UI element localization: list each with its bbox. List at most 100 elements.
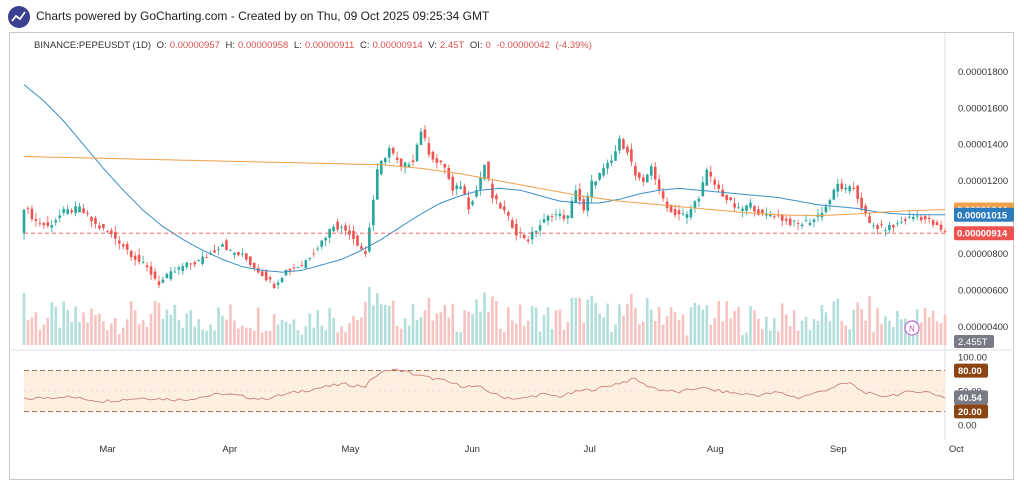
- volume-bar: [340, 326, 343, 345]
- volume-bar: [772, 318, 776, 345]
- volume-bar: [248, 327, 252, 345]
- volume-bar: [173, 304, 177, 345]
- candle-body: [86, 212, 89, 214]
- candle-body: [399, 158, 403, 167]
- candle-body: [669, 204, 673, 212]
- volume-bar: [22, 292, 26, 345]
- candle-body: [280, 277, 284, 283]
- volume-bar: [900, 319, 903, 345]
- x-tick-label: May: [342, 444, 360, 455]
- candle-body: [800, 224, 804, 227]
- volume-bar: [542, 315, 546, 345]
- candle-body: [761, 209, 764, 214]
- volume-bar: [538, 331, 542, 345]
- candle-body: [725, 194, 728, 201]
- volume-bar: [443, 304, 447, 345]
- rsi-current-marker-badge: [954, 390, 988, 405]
- candle-body: [661, 191, 665, 199]
- candle-body: [296, 267, 300, 269]
- rsi-tick-label: 0.00: [958, 421, 977, 432]
- volume-bar: [368, 287, 371, 345]
- candle-body: [316, 248, 320, 250]
- volume-bar: [510, 320, 514, 345]
- candle-body: [518, 232, 522, 234]
- candle-body: [574, 190, 578, 203]
- volume-bar: [451, 303, 455, 345]
- candle-body: [630, 149, 633, 162]
- price-tick-label: 0.00001800: [958, 67, 1008, 78]
- high-value: 0.00000958: [238, 40, 289, 51]
- volume-bar: [137, 324, 141, 345]
- candle-body: [225, 240, 228, 251]
- volume-bar: [427, 297, 431, 345]
- volume-bar: [241, 325, 244, 345]
- volume-bar: [86, 322, 89, 345]
- volume-bar: [376, 293, 379, 345]
- volume-bar: [657, 306, 661, 345]
- candle-body: [165, 273, 169, 279]
- volume-bar: [721, 321, 724, 345]
- candle-body: [229, 250, 232, 251]
- volume-bar: [399, 328, 403, 345]
- candle-body: [117, 240, 121, 244]
- volume-bar: [316, 310, 320, 345]
- candle-body: [308, 257, 312, 259]
- volume-bar: [483, 292, 486, 345]
- candle-body: [292, 267, 296, 269]
- volume-bar: [38, 329, 42, 345]
- candle-body: [189, 263, 193, 265]
- volume-bar: [503, 332, 506, 345]
- candle-body: [677, 210, 681, 215]
- candle-body: [201, 256, 204, 264]
- candle-body: [546, 215, 550, 221]
- candle-body: [848, 186, 852, 192]
- candle-body: [78, 206, 81, 213]
- candle-body: [221, 244, 224, 247]
- candle-body: [288, 268, 292, 271]
- volume-bar: [292, 319, 296, 345]
- volume-bar: [288, 323, 292, 345]
- last-price-marker-label: 0.00000914: [957, 229, 1008, 240]
- volume-bar: [54, 307, 58, 345]
- candle-body: [780, 215, 784, 221]
- candle-body: [570, 200, 574, 219]
- candle-body: [62, 209, 65, 213]
- candle-body: [129, 250, 133, 258]
- volume-bar: [634, 307, 637, 345]
- candle-body: [904, 219, 907, 221]
- header-title: Charts powered by GoCharting.com - Creat…: [36, 9, 490, 23]
- volume-bar: [328, 308, 331, 345]
- candle-body: [241, 253, 244, 255]
- candle-body: [693, 201, 697, 209]
- low-value: 0.00000911: [304, 40, 355, 51]
- candle-body: [137, 254, 141, 262]
- candle-body: [713, 179, 717, 185]
- volume-bar: [725, 301, 728, 345]
- candle-body: [237, 252, 240, 256]
- volume-bar: [145, 326, 149, 345]
- candle-body: [729, 197, 732, 200]
- candle-body: [284, 269, 288, 276]
- volume-bar: [832, 301, 836, 345]
- candle-body: [705, 169, 709, 186]
- candle-body: [860, 197, 863, 209]
- volume-bar: [776, 331, 780, 345]
- chart-header: Charts powered by GoCharting.com - Creat…: [0, 0, 1024, 32]
- candle-body: [145, 265, 149, 268]
- candle-body: [379, 160, 383, 175]
- volume-bar: [792, 310, 796, 345]
- volume-bar: [66, 309, 69, 345]
- candle-body: [927, 217, 931, 220]
- volume-bar: [364, 301, 367, 345]
- volume-bar: [46, 317, 50, 345]
- volume-bar: [788, 326, 792, 345]
- volume-bar: [765, 316, 768, 345]
- volume-bar: [594, 303, 597, 345]
- volume-bar: [923, 308, 927, 345]
- volume-bar: [467, 311, 470, 345]
- candle-body: [697, 198, 701, 202]
- volume-bar: [526, 320, 530, 345]
- volume-bar: [919, 322, 923, 345]
- candle-body: [495, 195, 498, 200]
